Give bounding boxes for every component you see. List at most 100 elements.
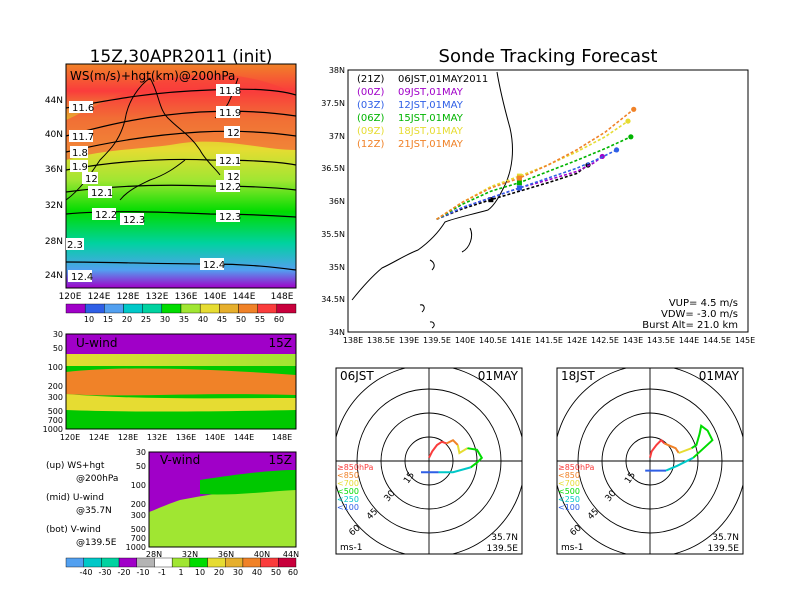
lon-tick-label: 120E — [60, 433, 80, 442]
layer-legend-item: <700 — [337, 479, 359, 488]
layer-legend-item: <250 — [337, 495, 359, 504]
svg-text:12.4: 12.4 — [203, 260, 225, 271]
u-wind-y-ticks: 30 50 100 200 300 500 700 1000 — [43, 330, 63, 434]
lon-tick-label: 144.5E — [703, 336, 731, 345]
lat-tick-label: 32N — [45, 201, 63, 211]
lon-tick-label: 142E — [567, 336, 587, 345]
hodograph-units: ms-1 — [340, 543, 362, 553]
lon-tick-label: 143.5E — [647, 336, 675, 345]
hodograph-lat: 35.7N — [491, 533, 518, 543]
colorbar-swatches — [65, 557, 297, 568]
lat-tick-label: 36.5N — [321, 164, 345, 173]
lon-tick-label: 144E — [233, 292, 256, 302]
pressure-tick-label: 100 — [48, 363, 63, 372]
track-line — [436, 164, 589, 221]
colorbar-tick-label: 25 — [141, 315, 151, 324]
lon-tick-labels: 120E 124E 128E 132E 136E 140E 144E 148E — [59, 292, 294, 302]
colorbar-swatch — [199, 303, 220, 314]
legend-valid: 12JST,01MAY — [398, 100, 464, 111]
note-head: (up) WS+hgt — [46, 461, 105, 471]
colorbar-swatch — [207, 557, 226, 568]
lon-tick-label: 138.5E — [367, 336, 395, 345]
lon-tick-label: 141.5E — [535, 336, 563, 345]
lat-tick-label: 32N — [182, 550, 198, 559]
hodograph-layer-line — [691, 424, 714, 459]
lon-tick-label: 140.5E — [479, 336, 507, 345]
svg-text:1.9: 1.9 — [72, 162, 88, 173]
colorbar-tick-label: 60 — [274, 315, 284, 324]
lon-tick-label: 139E — [399, 336, 419, 345]
lat-tick-label: 37.5N — [321, 99, 345, 108]
wind-speed-colorbar: 10 15 20 25 30 35 40 45 50 55 60 — [65, 303, 297, 324]
ascent-speed: VUP= 4.5 m/s — [669, 298, 738, 309]
hodograph-time: 06JST — [340, 369, 374, 383]
hodograph-units: ms-1 — [561, 543, 583, 553]
lat-tick-label: 35N — [329, 263, 345, 272]
u-wind-x-ticks: 120E 124E 128E 132E 136E 140E 144E 148E — [60, 433, 292, 442]
colorbar-tick-label: 30 — [160, 315, 170, 324]
colorbar-tick-label: 50 — [271, 568, 281, 577]
lat-tick-labels: 44N 40N 36N 32N 28N 24N — [45, 96, 63, 281]
sonde-parameters: VUP= 4.5 m/s VDW= -3.0 m/s Burst Alt= 21… — [642, 298, 738, 331]
contour-label: 12.2 — [92, 208, 117, 221]
pressure-tick-label: 50 — [136, 462, 146, 471]
hodograph-layer-line — [664, 442, 680, 454]
contour-label: 12.3 — [120, 213, 145, 226]
pressure-tick-label: 50 — [53, 344, 63, 353]
u-wind-label: U-wind — [76, 336, 117, 350]
height-contours — [66, 88, 296, 271]
layer-legend-item: <500 — [337, 487, 359, 496]
lat-tick-label: 34N — [329, 328, 345, 337]
lat-tick-label: 28N — [146, 550, 162, 559]
burst-point — [628, 134, 634, 140]
note-sub: @35.7N — [76, 506, 112, 516]
contour-labels: 11.6 11.7 11.8 11.9 12 12 12 12.1 12.1 1… — [66, 84, 241, 283]
lon-tick-label: 141E — [511, 336, 531, 345]
colorbar-tick-label: 10 — [195, 568, 205, 577]
colorbar-tick-labels: -40 -30 -20 -10 -1 1 10 20 30 40 50 60 — [79, 568, 298, 577]
hodograph-traces — [421, 438, 484, 474]
v-wind-frame — [148, 451, 297, 548]
lon-tick-label: 144E — [679, 336, 699, 345]
u-wind-frame — [65, 333, 297, 430]
track-marker — [516, 180, 522, 186]
layer-legend-item: ≥850hPa — [558, 463, 595, 472]
kanto-coastline — [351, 71, 513, 329]
legend-run: (21Z) — [357, 74, 384, 85]
colorbar-swatch — [83, 557, 102, 568]
lat-tick-label: 34.5N — [321, 295, 345, 304]
lon-tick-labels: 138E 138.5E 139E 139.5E 140E 140.5E 141E… — [343, 336, 755, 345]
hodograph-layer-line — [438, 466, 471, 474]
legend-valid: 06JST,01MAY2011 — [398, 74, 488, 85]
colorbar-swatch — [180, 303, 201, 314]
colorbar-swatch — [154, 557, 173, 568]
colorbar-swatch — [260, 557, 279, 568]
legend-valid: 18JST,01MAY — [398, 126, 464, 137]
lon-tick-label: 143E — [623, 336, 643, 345]
colorbar-tick-label: 45 — [217, 315, 227, 324]
colorbar-tick-label: 55 — [255, 315, 265, 324]
lat-tick-label: 24N — [45, 271, 63, 281]
wind-speed-map: WS(m/s)+hgt(km)@200hPa 11.6 11.7 11.8 11… — [45, 63, 297, 302]
hodograph-18jst: 18JST 01MAY ms-1 35.7N 139.5E 15 30 45 6… — [556, 367, 744, 555]
layer-legend-item: ≥850hPa — [337, 463, 374, 472]
hodograph-date: 01MAY — [478, 369, 519, 383]
svg-text:12.4: 12.4 — [71, 272, 93, 283]
colorbar-swatch — [225, 557, 244, 568]
tracking-map-frame — [347, 69, 749, 333]
colorbar-swatch — [242, 557, 261, 568]
hodograph-layer-line — [446, 438, 459, 446]
hodograph-lon: 139.5E — [708, 544, 740, 554]
burst-altitude: Burst Alt= 21.0 km — [642, 320, 738, 331]
colorbar-swatch — [118, 557, 137, 568]
hodograph-legend: ≥850hPa <850 <700 <500 <250 <100 — [337, 463, 374, 512]
svg-text:11.7: 11.7 — [72, 132, 94, 143]
v-wind-panel: V-wind 15Z 30 50 100 200 300 500 700 100… — [126, 448, 299, 559]
pressure-tick-label: 300 — [131, 511, 146, 520]
colorbar-swatch — [238, 303, 258, 314]
hodograph-layer-line — [678, 447, 692, 454]
hodograph-layer-line — [456, 444, 468, 455]
left-title: 15Z,30APR2011 (init) — [90, 47, 273, 67]
track-marker — [516, 175, 522, 181]
colorbar-tick-label: -40 — [79, 568, 92, 577]
